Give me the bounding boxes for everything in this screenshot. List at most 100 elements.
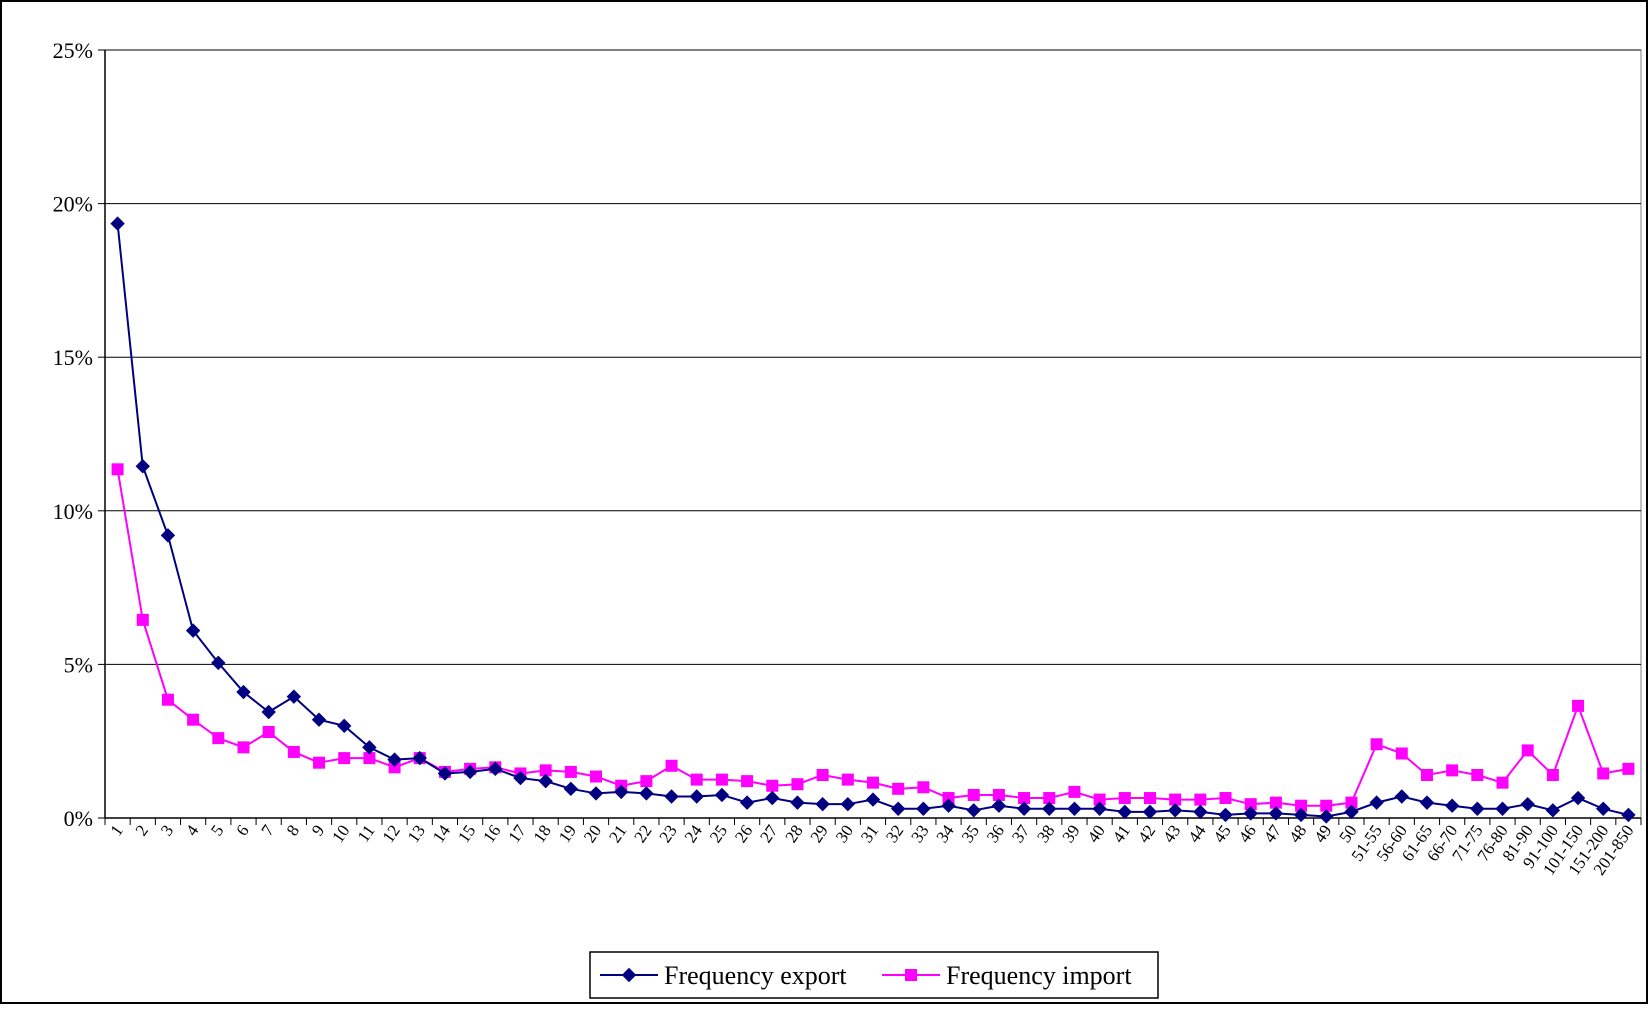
data-point: [613, 784, 629, 800]
data-point: [1621, 807, 1636, 823]
data-point: [286, 689, 302, 704]
data-point: [590, 770, 603, 783]
data-point: [739, 795, 755, 810]
data-point: [1496, 776, 1509, 789]
data-point: [967, 788, 980, 801]
data-point: [941, 798, 956, 813]
data-point: [1369, 795, 1384, 810]
data-point: [1067, 801, 1082, 816]
data-point: [665, 759, 678, 772]
data-point: [237, 741, 250, 754]
data-point: [313, 756, 326, 769]
data-point: [1243, 806, 1258, 821]
data-point: [741, 775, 754, 788]
data-point: [1219, 792, 1232, 805]
data-point: [1495, 801, 1510, 816]
series-export: [110, 216, 1636, 824]
data-point: [841, 773, 854, 786]
data-point: [211, 655, 226, 671]
data-point: [437, 766, 453, 781]
data-point: [640, 775, 653, 788]
data-point: [1395, 747, 1408, 760]
data-point: [791, 778, 804, 791]
axes: [98, 49, 1642, 825]
legend-label: Frequency export: [664, 961, 847, 990]
data-point: [261, 704, 276, 720]
data-point: [1118, 792, 1131, 805]
data-point: [1268, 806, 1284, 821]
data-point: [1394, 789, 1409, 804]
data-point: [1572, 699, 1585, 712]
data-point: [1194, 793, 1207, 806]
data-point: [892, 782, 905, 795]
data-point: [966, 803, 981, 818]
data-point: [564, 765, 577, 778]
data-point: [236, 684, 251, 700]
data-point: [865, 792, 881, 807]
data-point: [1622, 762, 1635, 775]
data-point: [816, 768, 829, 781]
data-point: [1570, 790, 1586, 806]
data-point: [790, 795, 805, 810]
series-import: [111, 463, 1635, 812]
data-point: [262, 725, 275, 738]
data-point: [1420, 768, 1433, 781]
data-point: [1016, 801, 1032, 816]
y-tick-label: 20%: [53, 192, 93, 217]
data-point: [890, 801, 906, 816]
data-point: [1545, 803, 1561, 818]
data-point: [1143, 792, 1156, 805]
data-point: [187, 713, 200, 726]
data-point: [765, 790, 780, 806]
data-point: [1546, 768, 1559, 781]
data-point: [1344, 804, 1359, 820]
legend-swatch-marker: [621, 967, 637, 983]
data-point: [1446, 764, 1459, 777]
data-point: [1142, 804, 1158, 820]
data-point: [1471, 768, 1484, 781]
legend: Frequency export Frequency import: [589, 951, 1159, 999]
data-point: [136, 613, 149, 626]
data-point: [1218, 807, 1233, 823]
data-point: [160, 528, 176, 543]
legend-box: [589, 951, 1159, 999]
legend-item: Frequency import: [882, 961, 1132, 990]
data-point: [916, 801, 931, 816]
data-point: [917, 781, 930, 794]
data-point: [387, 752, 402, 767]
data-point: [1444, 798, 1460, 813]
data-point: [715, 773, 728, 786]
data-point: [1520, 796, 1535, 812]
data-point: [412, 750, 427, 766]
series-layer: [110, 216, 1636, 824]
y-tick-label: 25%: [53, 38, 93, 63]
data-point: [815, 796, 830, 812]
data-point: [1370, 738, 1383, 751]
data-point: [1068, 785, 1081, 798]
data-point: [714, 787, 730, 803]
data-point: [135, 459, 150, 474]
data-point: [664, 789, 679, 804]
data-point: [991, 798, 1007, 813]
data-point: [1092, 801, 1107, 816]
data-point: [111, 463, 124, 476]
legend-label: Frequency import: [946, 961, 1132, 990]
data-point: [1042, 801, 1057, 816]
data-point: [867, 776, 879, 789]
data-point: [563, 781, 579, 797]
data-point: [1419, 795, 1435, 810]
data-point: [311, 712, 327, 727]
data-point: [766, 779, 779, 792]
data-point: [337, 718, 352, 734]
y-axis-ticks: 0% 5% 10% 15% 20% 25%: [53, 38, 93, 831]
data-point: [639, 786, 654, 801]
data-point: [538, 773, 553, 789]
data-point: [212, 732, 225, 745]
data-point: [110, 216, 125, 231]
data-point: [1167, 803, 1183, 818]
data-point: [185, 623, 201, 638]
data-point: [1596, 801, 1611, 816]
